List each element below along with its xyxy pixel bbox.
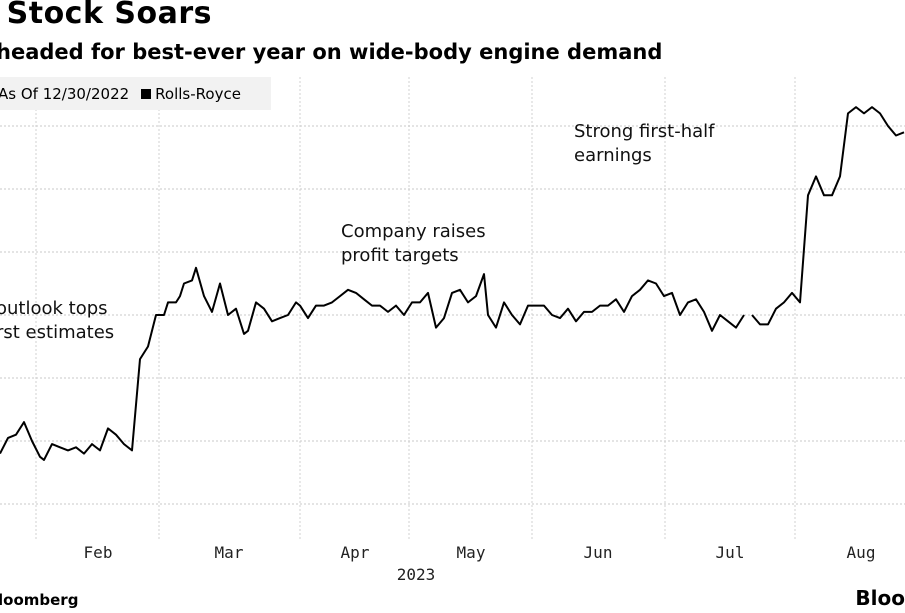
series-line-segment — [751, 106, 905, 326]
series-line-segment — [0, 266, 745, 461]
legend-swatch-rolls-royce — [141, 88, 152, 99]
annotation-earnings: Strong first-half earnings — [574, 120, 715, 168]
x-tick-label: Jul — [715, 543, 745, 562]
chart-title: ' Stock Soars — [0, 0, 212, 31]
x-tick-label: Feb — [83, 543, 113, 562]
annotation-line: profit targets — [341, 245, 459, 266]
x-tick-label: Mar — [214, 543, 244, 562]
x-tick-label: May — [456, 543, 486, 562]
source-label: loomberg — [0, 591, 79, 609]
legend: As Of 12/30/2022 Rolls-Royce — [0, 77, 271, 110]
gridlines — [0, 77, 905, 540]
x-tick-label: Jun — [583, 543, 613, 562]
bloomberg-logo: Bloo — [855, 586, 905, 610]
annotation-line: Company raises — [341, 221, 486, 242]
legend-item-as-of: As Of 12/30/2022 — [0, 84, 130, 103]
annotation-line: Strong first-half — [574, 121, 715, 142]
annotation-line: outlook tops — [0, 298, 108, 319]
annotation-profit-targets: Company raises profit targets — [341, 220, 486, 268]
x-axis-label: 2023 — [396, 565, 436, 584]
series-rolls-royce — [0, 106, 905, 461]
x-tick-label: Aug — [846, 543, 876, 562]
legend-item-rolls-royce: Rolls-Royce — [155, 84, 241, 103]
annotation-line: earnings — [574, 145, 652, 166]
x-tick-label: Apr — [340, 543, 370, 562]
annotation-line: rst estimates — [0, 322, 115, 343]
annotation-outlook: outlook tops rst estimates — [0, 297, 114, 345]
chart-subtitle: headed for best-ever year on wide-body e… — [0, 40, 663, 64]
